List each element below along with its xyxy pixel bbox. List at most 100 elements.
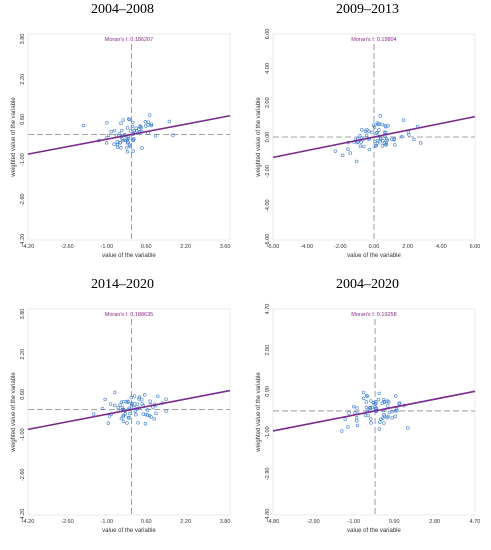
x-tick-label: 6.00 xyxy=(470,244,481,250)
data-point xyxy=(397,401,402,405)
data-point xyxy=(118,141,123,145)
plot-frame xyxy=(272,308,476,516)
data-point xyxy=(369,417,373,421)
data-point xyxy=(119,416,124,421)
regression-line xyxy=(27,389,231,431)
data-point xyxy=(147,113,152,117)
data-point xyxy=(366,413,370,418)
data-point xyxy=(364,405,369,410)
data-point xyxy=(377,427,381,431)
data-point xyxy=(340,153,345,157)
data-point xyxy=(105,121,109,125)
data-point xyxy=(131,138,136,142)
data-point xyxy=(108,402,113,406)
x-tick-label: 0.90 xyxy=(389,519,400,525)
data-point xyxy=(374,402,378,406)
data-point xyxy=(376,122,380,127)
y-axis-label: weighted value of the variable xyxy=(11,372,17,453)
data-point xyxy=(109,129,113,134)
x-tick-label: -2.00 xyxy=(334,244,347,250)
y-tick-label: -2.00 xyxy=(265,165,271,178)
data-point xyxy=(343,417,347,421)
data-point xyxy=(164,397,168,402)
x-tick-label: -4.20 xyxy=(22,244,35,250)
x-tick-label: 2.20 xyxy=(180,519,191,525)
data-point xyxy=(154,411,158,416)
data-point xyxy=(358,144,363,148)
data-point xyxy=(382,400,387,404)
y-tick-label: 3.80 xyxy=(20,34,26,45)
morans-i-label: Moran's I: 0.19804 xyxy=(351,37,396,43)
y-tick-label: 4.70 xyxy=(265,304,271,315)
x-tick-label: -6.00 xyxy=(267,244,280,250)
data-point xyxy=(171,133,175,137)
panel-2004-2020: 2004–2020 -4.80 -2.90 -1.00 0.90 2.80 4.70 -4.… xyxy=(245,275,490,550)
plot-frame xyxy=(27,308,231,516)
data-point xyxy=(119,400,124,404)
y-tick-label: -4.00 xyxy=(265,199,271,212)
data-point xyxy=(385,404,390,408)
x-tick-label: -2.60 xyxy=(61,244,74,250)
data-point xyxy=(387,410,392,415)
data-point xyxy=(358,134,362,138)
data-point xyxy=(125,141,130,145)
morans-i-label: Moran's I: 0.186207 xyxy=(105,37,153,43)
data-point xyxy=(121,414,125,419)
morans-i-label: Moran's I: 0.188635 xyxy=(105,312,153,318)
data-point xyxy=(131,149,135,153)
data-point xyxy=(383,124,387,128)
data-point xyxy=(355,159,359,164)
y-tick-label: -6.00 xyxy=(265,234,271,247)
data-point xyxy=(143,119,148,124)
data-point xyxy=(380,122,384,127)
data-point xyxy=(112,403,117,408)
data-point xyxy=(375,130,379,135)
y-tick-label: 3.80 xyxy=(20,309,26,320)
data-point xyxy=(143,412,148,417)
data-point xyxy=(377,391,381,396)
data-point xyxy=(129,395,134,400)
y-tick-label: 0.60 xyxy=(20,114,26,125)
data-point xyxy=(392,137,396,141)
data-point xyxy=(140,146,144,150)
data-point xyxy=(129,129,133,133)
x-tick-label: -4.00 xyxy=(300,244,313,250)
data-point xyxy=(134,126,138,130)
data-point xyxy=(100,406,105,411)
data-point xyxy=(385,399,390,403)
data-point xyxy=(125,126,130,130)
data-point xyxy=(104,141,109,145)
data-point xyxy=(125,421,129,425)
data-point xyxy=(386,123,390,128)
data-point xyxy=(364,133,369,137)
data-point xyxy=(124,138,128,143)
data-point xyxy=(126,117,131,121)
data-point xyxy=(380,144,385,148)
regression-line xyxy=(27,114,231,155)
data-point xyxy=(103,397,107,402)
data-point xyxy=(112,128,117,133)
data-point xyxy=(383,130,388,135)
data-point xyxy=(367,129,371,133)
data-point xyxy=(136,421,140,425)
data-point xyxy=(376,397,381,402)
data-point xyxy=(363,129,368,133)
data-point xyxy=(112,142,116,146)
panel-2009-2013: 2009–2013 -6.00 -4.00 -2.00 0.00 2.00 4.00 6.0… xyxy=(245,0,490,275)
data-point xyxy=(374,143,378,148)
y-tick-label: -1.00 xyxy=(265,426,271,439)
scatter-plot-2014-2020: -4.20 -2.60 -1.00 0.60 2.20 3.80 -4.20 -2.60 -1.… xyxy=(11,308,231,534)
data-point xyxy=(352,404,356,409)
data-point xyxy=(397,401,401,406)
x-tick-label: 0.00 xyxy=(369,244,380,250)
x-tick-label: -4.80 xyxy=(267,519,280,525)
y-tick-label: 0.00 xyxy=(265,132,271,143)
data-point xyxy=(378,139,382,144)
data-point xyxy=(377,128,381,132)
data-point xyxy=(412,137,416,142)
data-point xyxy=(117,131,122,136)
y-tick-label: -4.20 xyxy=(20,509,26,522)
y-tick-label: -4.80 xyxy=(265,509,271,522)
data-point xyxy=(360,128,364,132)
